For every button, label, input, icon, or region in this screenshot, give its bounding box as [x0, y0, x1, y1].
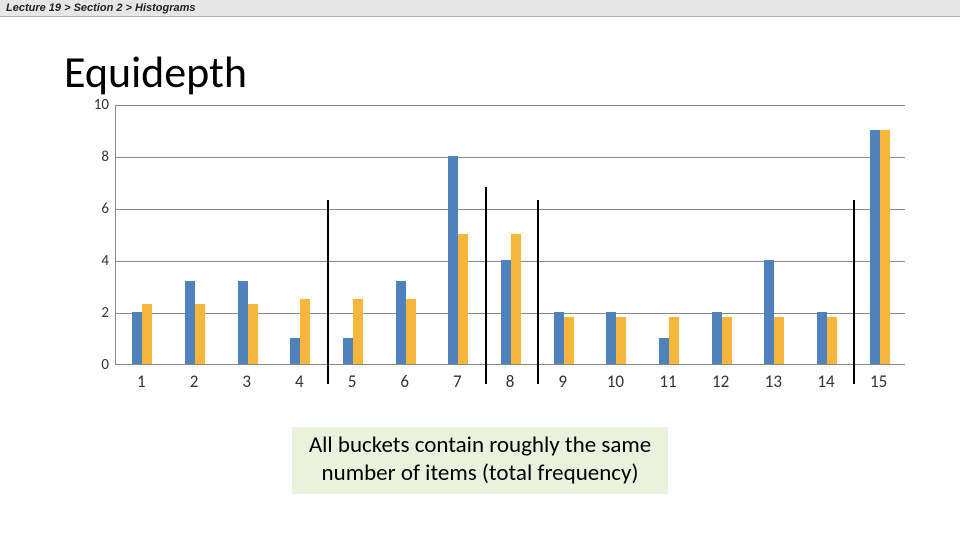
equidepth-chart: 0246810 123456789101112131415 — [115, 105, 905, 405]
bucket-divider — [485, 187, 487, 384]
x-tick-label: 5 — [348, 371, 357, 392]
bar-pair — [870, 130, 890, 364]
bucket-divider — [327, 200, 329, 384]
bar-series-a — [606, 312, 616, 364]
bar-pair — [554, 312, 574, 364]
bar-pair — [712, 312, 732, 364]
chart-plot-area — [115, 105, 905, 365]
bar-pair — [659, 317, 679, 364]
bar-series-a — [659, 338, 669, 364]
x-tick-label: 2 — [190, 371, 199, 392]
bar-pair — [817, 312, 837, 364]
bar-series-a — [448, 156, 458, 364]
x-tick-label: 11 — [659, 371, 676, 392]
bar-pair — [343, 299, 363, 364]
x-tick-label: 6 — [400, 371, 409, 392]
x-tick-label: 1 — [137, 371, 146, 392]
bar-series-a — [132, 312, 142, 364]
bar-series-b — [195, 304, 205, 364]
bar-pair — [606, 312, 626, 364]
caption-line-2: number of items (total frequency) — [322, 459, 639, 487]
bar-series-b — [300, 299, 310, 364]
bar-series-b — [722, 317, 732, 364]
bar-series-b — [616, 317, 626, 364]
gridline — [116, 209, 905, 210]
gridline — [116, 157, 905, 158]
x-tick-label: 3 — [242, 371, 251, 392]
y-axis: 0246810 — [83, 105, 113, 365]
x-tick-label: 15 — [870, 371, 887, 392]
bar-pair — [396, 281, 416, 364]
bar-series-a — [870, 130, 880, 364]
x-tick-label: 12 — [712, 371, 729, 392]
bar-series-a — [343, 338, 353, 364]
x-tick-label: 9 — [558, 371, 567, 392]
bar-series-a — [238, 281, 248, 364]
x-axis-labels: 123456789101112131415 — [115, 371, 905, 395]
bar-pair — [132, 304, 152, 364]
page-title: Equidepth — [64, 45, 960, 99]
y-tick-label: 4 — [101, 252, 109, 270]
x-tick-label: 8 — [506, 371, 515, 392]
bar-series-b — [774, 317, 784, 364]
bar-series-a — [290, 338, 300, 364]
x-tick-label: 4 — [295, 371, 304, 392]
bar-series-b — [353, 299, 363, 364]
bar-pair — [238, 281, 258, 364]
bar-series-a — [554, 312, 564, 364]
x-tick-label: 10 — [607, 371, 624, 392]
bucket-divider — [537, 200, 539, 384]
bar-series-a — [185, 281, 195, 364]
x-tick-label: 14 — [817, 371, 834, 392]
bar-series-b — [564, 317, 574, 364]
y-tick-label: 6 — [101, 200, 109, 218]
bar-series-b — [458, 234, 468, 364]
y-tick-label: 10 — [94, 96, 109, 114]
bar-series-a — [817, 312, 827, 364]
bar-pair — [448, 156, 468, 364]
bar-series-b — [827, 317, 837, 364]
x-tick-label: 13 — [765, 371, 782, 392]
bar-series-b — [669, 317, 679, 364]
x-tick-label: 7 — [453, 371, 462, 392]
bar-series-b — [880, 130, 890, 364]
bar-series-a — [764, 260, 774, 364]
bar-series-b — [406, 299, 416, 364]
bar-pair — [764, 260, 784, 364]
y-tick-label: 8 — [101, 148, 109, 166]
bar-pair — [185, 281, 205, 364]
bar-series-a — [712, 312, 722, 364]
y-tick-label: 2 — [101, 304, 109, 322]
caption-line-1: All buckets contain roughly the same — [309, 431, 651, 459]
gridline — [116, 105, 905, 106]
bar-series-a — [501, 260, 511, 364]
breadcrumb: Lecture 19 > Section 2 > Histograms — [0, 0, 960, 17]
bar-series-b — [511, 234, 521, 364]
chart-caption: All buckets contain roughly the same num… — [292, 427, 668, 494]
bar-pair — [501, 234, 521, 364]
bar-series-b — [248, 304, 258, 364]
bucket-divider — [853, 200, 855, 384]
y-tick-label: 0 — [101, 356, 109, 374]
bar-series-b — [142, 304, 152, 364]
bar-pair — [290, 299, 310, 364]
bar-series-a — [396, 281, 406, 364]
